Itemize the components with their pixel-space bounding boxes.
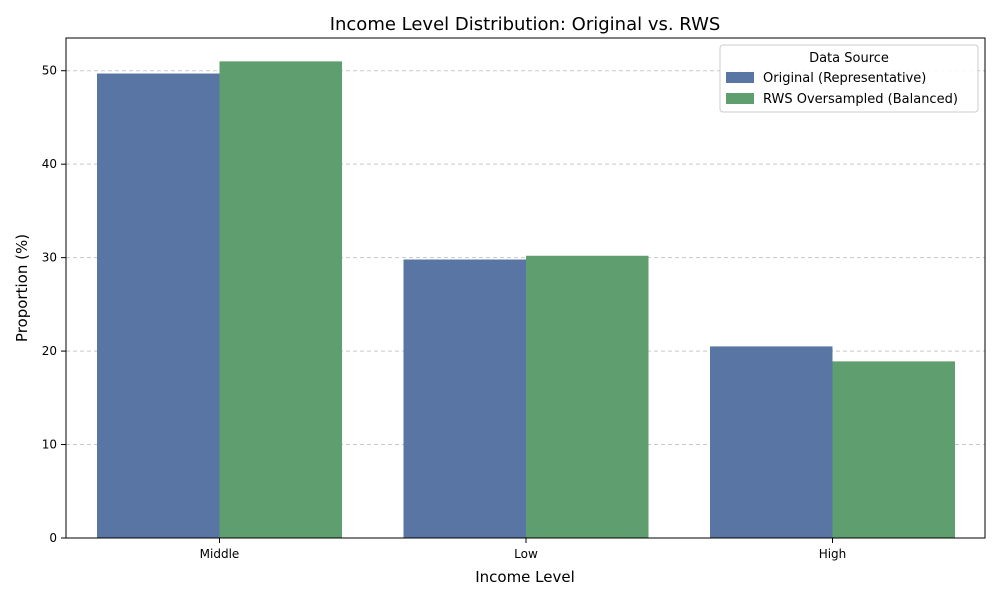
bar-middle-series-2 [219, 61, 342, 538]
chart-title: Income Level Distribution: Original vs. … [330, 14, 721, 35]
y-axis-label: Proportion (%) [13, 234, 31, 342]
x-axis-label: Income Level [475, 568, 575, 586]
y-tick-label: 40 [42, 157, 57, 171]
x-tick-label: Middle [200, 547, 240, 561]
legend-entry: RWS Oversampled (Balanced) [763, 92, 958, 107]
legend-entry: Original (Representative) [763, 71, 926, 86]
bars [97, 61, 955, 539]
bar-high-series-1 [710, 346, 833, 538]
x-axis: Middle Low High [200, 538, 847, 561]
legend-swatch [726, 93, 754, 104]
y-tick-label: 0 [49, 531, 57, 545]
legend-swatch [726, 72, 754, 83]
bar-low-series-2 [526, 255, 649, 538]
bar-high-series-2 [832, 361, 955, 538]
bar-middle-series-1 [97, 73, 220, 539]
x-tick-label: Low [514, 547, 538, 561]
bar-low-series-1 [403, 259, 526, 538]
legend: Data Source Original (Representative) RWS… [719, 44, 979, 113]
y-tick-label: 50 [42, 64, 57, 78]
legend-title: Data Source [809, 51, 889, 66]
y-axis: 0 10 20 30 40 50 [42, 64, 66, 545]
y-tick-label: 10 [42, 438, 57, 452]
y-tick-label: 30 [42, 251, 57, 265]
y-tick-label: 20 [42, 344, 57, 358]
legend-box [719, 44, 979, 113]
x-tick-label: High [819, 547, 847, 561]
